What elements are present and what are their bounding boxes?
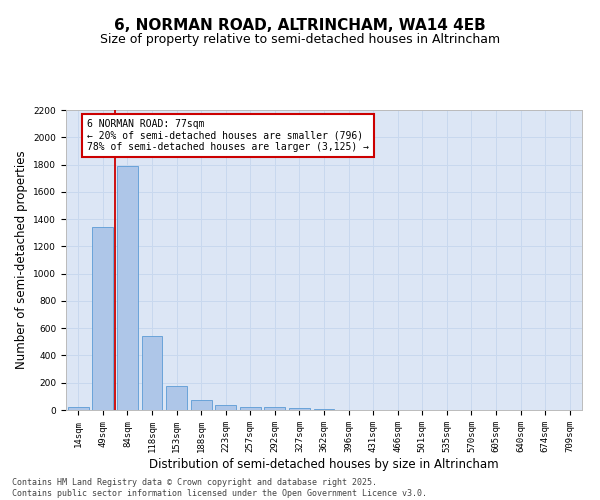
Bar — [265, 408, 286, 410]
Bar — [166, 386, 187, 410]
Text: 6, NORMAN ROAD, ALTRINCHAM, WA14 4EB: 6, NORMAN ROAD, ALTRINCHAM, WA14 4EB — [114, 18, 486, 32]
Bar — [117, 166, 138, 410]
Bar — [240, 406, 261, 410]
Bar — [92, 228, 113, 410]
Bar — [215, 405, 236, 410]
Bar — [142, 336, 163, 410]
X-axis label: Distribution of semi-detached houses by size in Altrincham: Distribution of semi-detached houses by … — [149, 458, 499, 470]
Text: Size of property relative to semi-detached houses in Altrincham: Size of property relative to semi-detach… — [100, 32, 500, 46]
Y-axis label: Number of semi-detached properties: Number of semi-detached properties — [15, 150, 28, 370]
Bar — [289, 408, 310, 410]
Bar — [68, 406, 89, 410]
Bar — [191, 400, 212, 410]
Text: Contains HM Land Registry data © Crown copyright and database right 2025.
Contai: Contains HM Land Registry data © Crown c… — [12, 478, 427, 498]
Text: 6 NORMAN ROAD: 77sqm
← 20% of semi-detached houses are smaller (796)
78% of semi: 6 NORMAN ROAD: 77sqm ← 20% of semi-detac… — [86, 119, 368, 152]
